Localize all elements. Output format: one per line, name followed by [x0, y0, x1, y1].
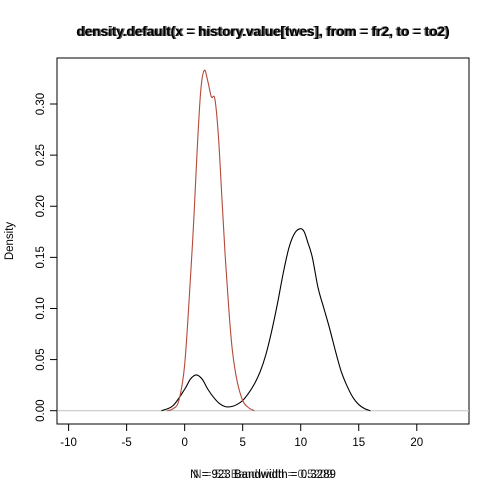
- x-axis: -10 -5 0 5 10 15 20: [60, 423, 423, 449]
- density-line-1: [161, 228, 371, 412]
- x-axis-label: N = 923 Bandwidth = 0.3289: [190, 469, 336, 481]
- y-tick-label: 0.00: [35, 400, 47, 422]
- chart-title: density.default(x = history.value[twes],…: [76, 24, 449, 39]
- x-tick-label: -5: [122, 437, 132, 449]
- x-tick-label: 10: [294, 437, 307, 449]
- x-tick-label: -10: [60, 437, 77, 449]
- x-tick-label: 20: [410, 437, 423, 449]
- x-tick-label: 0: [181, 437, 187, 449]
- y-tick-label: 0.10: [35, 297, 47, 319]
- x-axis-label-overlap: N = 53 Bandwidth = 0.5209: [193, 469, 332, 481]
- x-tick-label: 15: [352, 437, 365, 449]
- y-tick-label: 0.20: [35, 195, 47, 217]
- y-axis-label: Density: [4, 222, 16, 261]
- y-tick-label: 0.30: [35, 93, 47, 115]
- y-tick-label: 0.05: [35, 348, 47, 370]
- y-tick-label: 0.15: [35, 246, 47, 268]
- density-line-2: [167, 69, 255, 412]
- series-layer: [161, 69, 371, 412]
- y-tick-label: 0.25: [35, 144, 47, 166]
- x-tick-label: 5: [239, 437, 245, 449]
- y-axis: 0.00 0.05 0.10 0.15 0.20 0.25 0.30: [35, 93, 58, 422]
- chart-title-overlap: density.default(x = history.value[loes],…: [78, 24, 448, 39]
- plot-frame: [56, 57, 470, 425]
